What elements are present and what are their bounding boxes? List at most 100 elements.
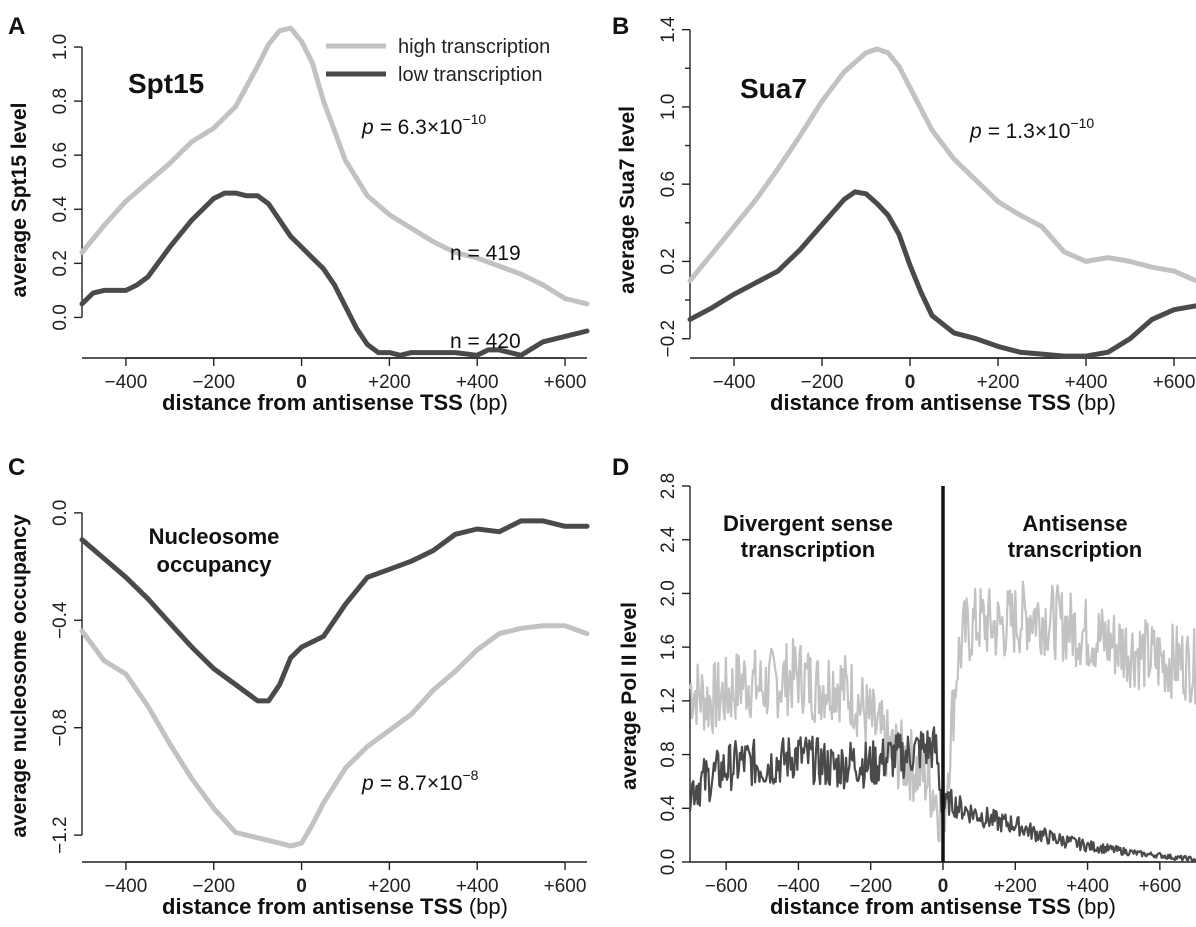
panel-b-pvalue: p = 1.3×10−10 <box>969 115 1094 143</box>
panel-c-ytick-label: −0.8 <box>50 709 71 747</box>
panel-a-xlabel-main: distance from antisense TSS <box>162 390 463 415</box>
panel-d-xtick-label: +600 <box>1138 876 1181 897</box>
panel-a-xtick-label: −400 <box>105 372 148 393</box>
panel-c-p-prefix: p = <box>361 772 398 795</box>
panel-b-xtick-label: +200 <box>977 372 1020 393</box>
panel-b-ytick-label: 0.6 <box>658 171 679 197</box>
panel-d-xtick-label: −600 <box>705 876 748 897</box>
panel-d-ytick-label: 2.8 <box>658 473 679 499</box>
panel-d-xtick-label: −400 <box>777 876 820 897</box>
panel-d-ytick-label: 0.8 <box>658 741 679 767</box>
panel-b-xtick-label: +600 <box>1153 372 1196 393</box>
panel-a-ylabel: average Spt15 level <box>8 103 31 298</box>
panel-b-plot: −0.2 0.2 0.6 1.0 1.4 −400 −200 0 +200 +400 +600 <box>658 16 1196 393</box>
panel-c-xlabel: distance from antisense TSS (bp) <box>162 894 508 919</box>
panel-d-xlabel-main: distance from antisense TSS <box>770 894 1071 919</box>
panel-d-xlabel-unit: (bp) <box>1077 894 1116 919</box>
panel-a-p-exponent: −10 <box>462 111 486 127</box>
panel-c-label: C <box>8 454 25 481</box>
panel-d-ytick-label: 2.0 <box>658 580 679 606</box>
panel-b-ytick-label: 0.2 <box>658 248 679 274</box>
panel-b-xlabel: distance from antisense TSS (bp) <box>770 390 1116 415</box>
panel-d-ylabel: average Pol II level <box>618 602 641 790</box>
panel-d-ytick-label: 2.4 <box>658 526 679 553</box>
panel-d-right-title-line1: Antisense <box>1022 511 1127 536</box>
panel-a-p-prefix: p = <box>361 116 398 139</box>
panel-c-high-series-line <box>79 623 590 849</box>
panel-c-xtick-label: +200 <box>368 876 411 897</box>
panel-c-xtick-label: −200 <box>192 876 235 897</box>
panel-c-plot: −1.2 −0.8 −0.4 0.0 −400 −200 0 +200 +400 +600 <box>50 500 590 897</box>
panel-b-xtick-label: −200 <box>801 372 844 393</box>
panel-b-xtick-label: +400 <box>1065 372 1108 393</box>
panel-b-low-series-line <box>687 189 1196 359</box>
legend: high transcription low transcription <box>326 36 550 86</box>
panel-a-label: A <box>8 13 25 40</box>
panel-a-title: Spt15 <box>128 68 204 99</box>
panel-c-xtick-label: +600 <box>544 876 587 897</box>
panel-d-left-title-line2: transcription <box>741 537 875 562</box>
panel-d-xtick-label: +200 <box>994 876 1037 897</box>
panel-b-p-exponent: −10 <box>1070 115 1094 131</box>
panel-a-ytick-label: 0.0 <box>50 304 71 330</box>
panel-a-ytick-label: 0.6 <box>50 142 71 168</box>
panel-a-ytick-label: 0.8 <box>50 88 71 114</box>
panel-c-low-series-line <box>79 518 590 704</box>
panel-a-high-series-line <box>79 25 590 307</box>
panel-b-p-mantissa: 1.3×10 <box>1006 120 1071 143</box>
panel-d-xtick-label: +400 <box>1066 876 1109 897</box>
panel-a-low-series-line <box>79 190 590 358</box>
panel-b-high-series-line <box>687 46 1196 284</box>
panel-b-ytick-label: 1.0 <box>658 94 679 120</box>
panel-a-plot: 0.0 0.2 0.4 0.6 0.8 1.0 −400 −200 0 +200 +400 +600 <box>50 25 590 393</box>
panel-b-ylabel: average Sua7 level <box>616 106 639 294</box>
panel-a-xtick-label: +400 <box>456 372 499 393</box>
panel-a-ytick-label: 0.4 <box>50 196 71 223</box>
panel-d-ytick-label: 1.6 <box>658 634 679 660</box>
panel-d-ytick-label: 0.4 <box>658 795 679 822</box>
panel-d-left-title-line1: Divergent sense <box>723 511 893 536</box>
panel-b-ytick-label: −0.2 <box>658 320 679 358</box>
panel-c-xtick-label: +400 <box>456 876 499 897</box>
panel-d: D average Pol II level 0.0 0.4 0.8 1.2 1.6 2.… <box>612 454 1196 919</box>
panel-d-xtick-label: 0 <box>938 876 949 897</box>
panel-a: A average Spt15 level 0.0 0.2 0.4 0.6 0.8 1.0… <box>8 13 590 415</box>
panel-a-n-high: n = 419 <box>450 242 521 265</box>
panel-a-xlabel-unit: (bp) <box>469 390 508 415</box>
panel-d-plot: 0.0 0.4 0.8 1.2 1.6 2.0 2.4 2.8 −600 −400 −200 0 +20… <box>658 473 1196 897</box>
panel-b-p-prefix: p = <box>969 120 1006 143</box>
panel-b: B average Sua7 level −0.2 0.2 0.6 1.0 1.4 −40… <box>612 13 1196 415</box>
panel-c-title-line1: Nucleosome <box>149 524 280 549</box>
panel-c-xlabel-main: distance from antisense TSS <box>162 894 463 919</box>
panel-c-title-line2: occupancy <box>157 552 273 577</box>
panel-a-ytick-label: 1.0 <box>50 34 71 60</box>
panel-c: C average nucleosome occupancy −1.2−0.8−… <box>8 454 590 919</box>
panel-b-label: B <box>612 13 629 40</box>
panel-a-pvalue: p = 6.3×10−10 <box>361 111 486 139</box>
panel-c-ytick-label: −1.2 <box>50 816 71 854</box>
panel-c-pvalue: p = 8.7×10−8 <box>361 767 479 795</box>
panel-b-ytick-label: 1.4 <box>658 16 679 43</box>
panel-a-xtick-label: −200 <box>192 372 235 393</box>
panel-c-p-mantissa: 8.7×10 <box>398 772 463 795</box>
panel-d-xtick-label: −200 <box>849 876 892 897</box>
panel-c-xtick-label: −400 <box>105 876 148 897</box>
panel-d-ytick-label: 1.2 <box>658 688 679 714</box>
panel-c-p-exponent: −8 <box>462 767 478 783</box>
panel-d-label: D <box>612 454 629 481</box>
legend-high-label: high transcription <box>398 36 550 58</box>
panel-d-ytick-label: 0.0 <box>658 849 679 875</box>
panel-a-xlabel: distance from antisense TSS (bp) <box>162 390 508 415</box>
panel-a-xtick-label: +200 <box>368 372 411 393</box>
panel-a-ytick-label: 0.2 <box>50 250 71 276</box>
panel-c-xlabel-unit: (bp) <box>469 894 508 919</box>
panel-a-xtick-label: +600 <box>544 372 587 393</box>
legend-low-label: low transcription <box>398 64 543 86</box>
panel-b-xtick-label: −400 <box>713 372 756 393</box>
panel-a-p-mantissa: 6.3×10 <box>398 116 463 139</box>
panel-c-ytick-label: −0.4 <box>50 601 71 639</box>
panel-b-title: Sua7 <box>740 73 807 104</box>
panel-a-n-low: n = 420 <box>450 330 521 353</box>
panel-b-xtick-label: 0 <box>905 372 916 393</box>
